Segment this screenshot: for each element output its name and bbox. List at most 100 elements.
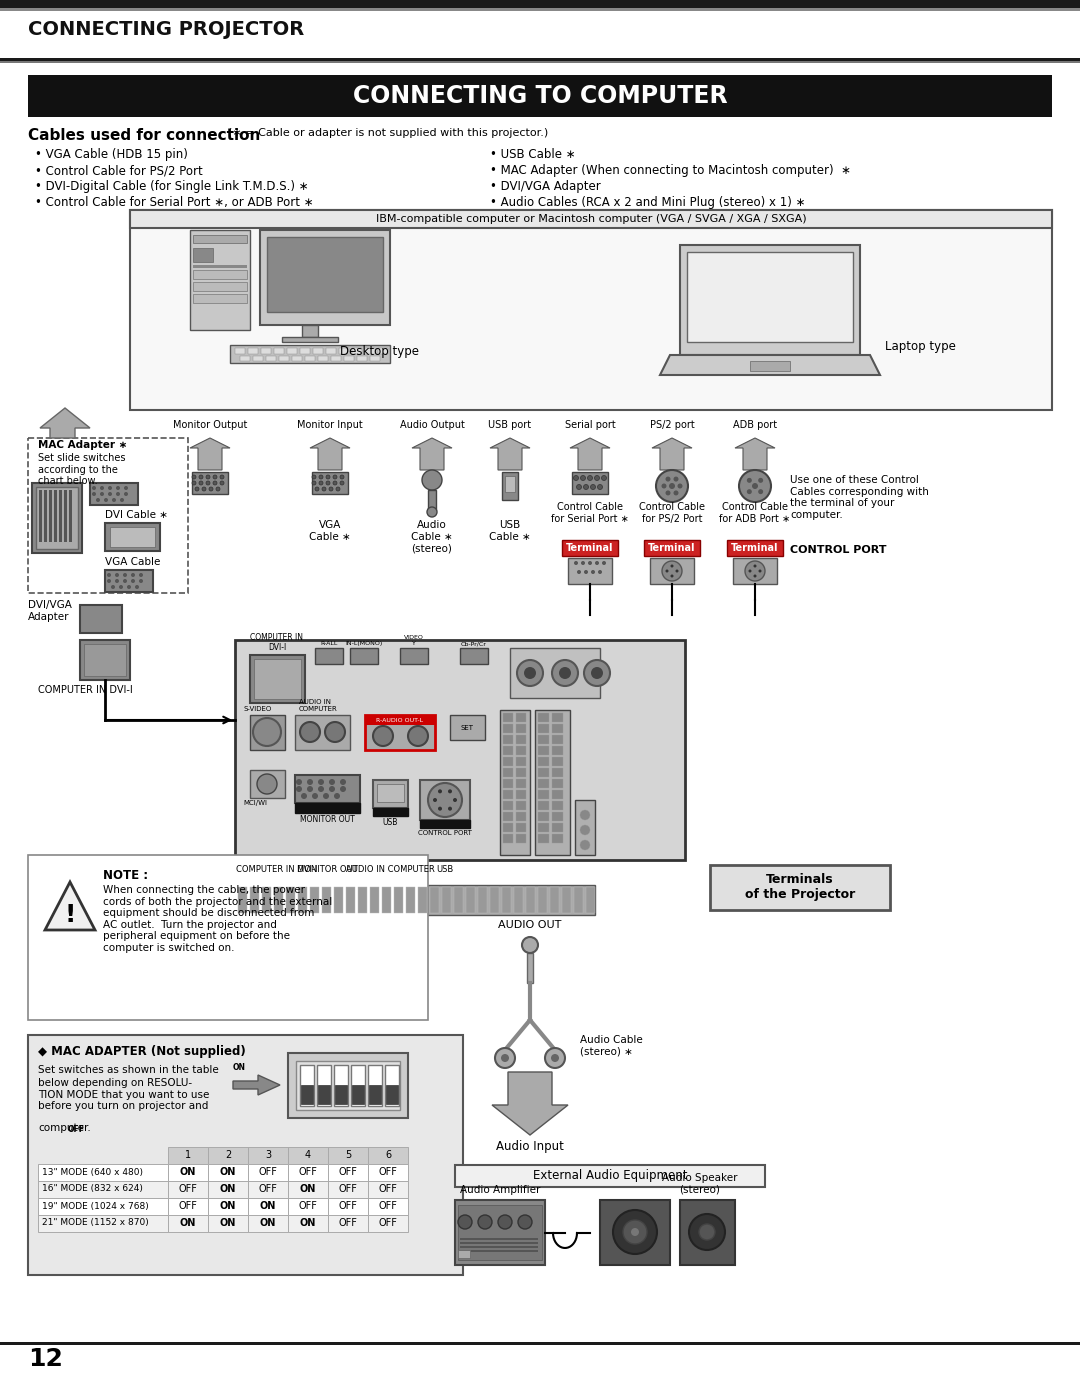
Bar [168,1215,208,1232]
Bar [406,887,415,914]
Bar [249,715,285,750]
Text: DVI Cable ∗: DVI Cable ∗ [105,510,168,520]
Bar [208,1164,248,1180]
Text: 19" MODE (1024 x 768): 19" MODE (1024 x 768) [42,1201,149,1210]
Text: OFF: OFF [338,1185,357,1194]
Polygon shape [570,439,610,469]
Bar [328,1180,368,1199]
Bar [552,768,563,777]
Circle shape [120,497,124,502]
Bar [0,0,1080,8]
Circle shape [598,570,602,574]
Circle shape [96,497,100,502]
Circle shape [438,789,442,793]
Bar [442,887,451,914]
Text: • Control Cable for Serial Port ∗, or ADB Port ∗: • Control Cable for Serial Port ∗, or AD… [35,196,313,210]
Text: Control Cable
for ADB Port ∗: Control Cable for ADB Port ∗ [719,502,791,524]
Circle shape [613,1210,657,1255]
Bar [538,887,546,914]
Bar [568,557,612,584]
Bar [193,282,247,291]
Bar [130,210,1052,228]
Circle shape [518,1215,532,1229]
Bar [288,1164,328,1180]
Bar [54,490,57,542]
Circle shape [340,475,345,479]
Circle shape [597,485,603,489]
Text: 16" MODE (832 x 624): 16" MODE (832 x 624) [42,1185,143,1193]
Text: MCI/WI: MCI/WI [243,800,267,806]
Bar [193,265,247,268]
Circle shape [453,798,457,802]
Circle shape [739,469,771,502]
Bar [562,541,618,556]
Bar [38,1180,168,1199]
Bar [249,770,285,798]
Bar [168,1164,208,1180]
Bar [516,724,526,733]
Bar [350,648,378,664]
Bar [516,800,526,810]
Text: 3: 3 [265,1150,271,1160]
Circle shape [116,492,120,496]
Bar [208,1180,248,1199]
Bar [32,483,82,553]
Circle shape [588,562,592,564]
Circle shape [428,782,462,817]
Bar [357,887,367,914]
Bar [318,356,328,360]
Text: R-ALL: R-ALL [321,641,338,645]
Text: S-VIDEO: S-VIDEO [243,705,271,712]
Bar [287,348,297,353]
Text: Set switches as shown in the table: Set switches as shown in the table [38,1065,219,1076]
Text: ON: ON [300,1185,316,1194]
Bar [190,231,249,330]
Bar [680,1200,735,1266]
Bar [193,235,247,243]
Bar [516,789,526,799]
Bar [368,1215,408,1232]
Bar [733,557,777,584]
Bar [261,348,271,353]
Circle shape [322,488,326,490]
Circle shape [747,489,752,495]
Bar [300,348,310,353]
Bar [460,1238,538,1241]
Bar [368,1147,408,1164]
Circle shape [665,476,671,482]
Circle shape [92,486,96,490]
Text: SET: SET [460,725,473,731]
Text: ON: ON [179,1166,197,1178]
Circle shape [116,486,120,490]
Bar [80,605,122,633]
Polygon shape [652,439,692,469]
Bar [503,800,513,810]
Bar [503,823,513,833]
Text: CONNECTING TO COMPUTER: CONNECTING TO COMPUTER [353,84,727,108]
Text: ON: ON [179,1218,197,1228]
Text: Serial port: Serial port [565,420,616,430]
Bar [460,648,488,664]
Bar [377,784,404,802]
Bar [130,210,1052,409]
Circle shape [573,562,578,564]
Circle shape [325,722,345,742]
Text: 4: 4 [305,1150,311,1160]
Circle shape [665,570,669,573]
Text: OFF: OFF [258,1185,278,1194]
Bar [334,1065,348,1106]
Bar [454,887,463,914]
Bar [295,715,350,750]
Text: MONITOR OUT: MONITOR OUT [297,865,357,875]
Bar [538,712,549,722]
Bar [295,775,360,803]
Bar [552,789,563,799]
Text: OFF: OFF [178,1185,198,1194]
Bar [552,724,563,733]
Text: OFF: OFF [379,1201,397,1211]
Circle shape [656,469,688,502]
Bar [503,724,513,733]
Circle shape [333,481,337,485]
Text: • Audio Cables (RCA x 2 and Mini Plug (stereo) x 1) ∗: • Audio Cables (RCA x 2 and Mini Plug (s… [490,196,806,210]
Circle shape [312,475,316,479]
